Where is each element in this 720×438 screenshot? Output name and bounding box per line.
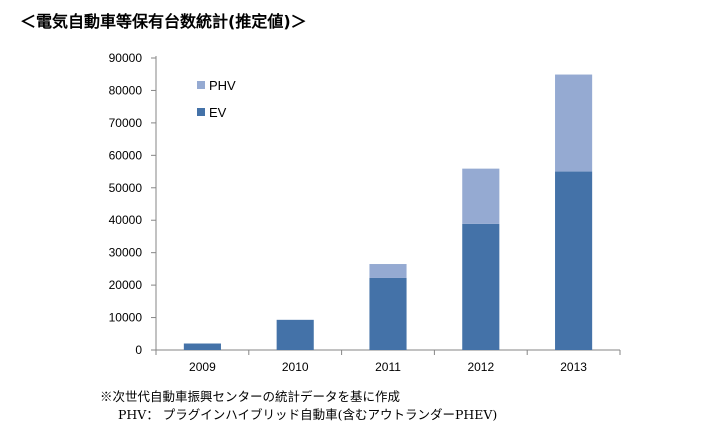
chart-title: ＜電気自動車等保有台数統計(推定値)＞ <box>20 12 307 31</box>
x-tick-label: 2011 <box>375 360 401 374</box>
y-tick-label: 50000 <box>109 181 143 195</box>
x-tick-label: 2010 <box>282 360 309 374</box>
legend-label-phv: PHV <box>209 78 236 93</box>
bar-ev-2012 <box>462 223 500 350</box>
bar-phv-2013 <box>555 74 593 172</box>
phv-note: PHV： プラグインハイブリッド自動車(含むアウトランダーPHEV) <box>118 407 498 422</box>
y-tick-label: 40000 <box>109 213 143 227</box>
y-tick-label: 0 <box>135 343 142 357</box>
y-tick-label: 80000 <box>109 83 143 97</box>
legend-swatch-ev <box>197 108 205 116</box>
x-tick-label: 2009 <box>189 360 216 374</box>
bar-ev-2013 <box>555 171 593 350</box>
source-note: ※次世代自動車振興センターの統計データを基に作成 <box>100 389 401 404</box>
bar-phv-2012 <box>462 168 500 224</box>
legend-label-ev: EV <box>209 105 227 120</box>
legend-swatch-phv <box>197 81 205 89</box>
bar-ev-2010 <box>276 319 314 350</box>
y-tick-label: 30000 <box>109 246 143 260</box>
bar-ev-2009 <box>183 343 221 350</box>
bar-ev-2011 <box>369 277 407 350</box>
y-tick-label: 60000 <box>109 148 143 162</box>
x-tick-label: 2013 <box>560 360 587 374</box>
x-tick-label: 2012 <box>467 360 494 374</box>
y-tick-label: 70000 <box>109 116 143 130</box>
y-tick-label: 10000 <box>109 311 143 325</box>
y-tick-label: 20000 <box>109 278 143 292</box>
bar-phv-2011 <box>369 264 407 278</box>
y-tick-label: 90000 <box>109 51 143 65</box>
